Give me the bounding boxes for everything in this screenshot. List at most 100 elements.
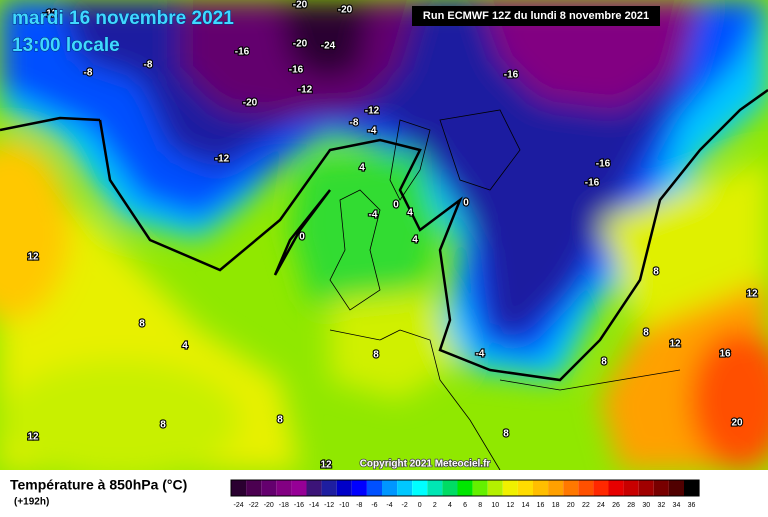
color-scale: -24 -22 -20 -18 -16 -14 -12 -10 -8 -6 -4 -2 0 2 4 6 8 10 1… bbox=[230, 479, 700, 509]
scale-swatch bbox=[442, 480, 458, 496]
contour-label: -20 bbox=[293, 39, 308, 50]
scale-swatch bbox=[351, 480, 367, 496]
contour-label: 8 bbox=[373, 350, 379, 361]
contour-label: -16 bbox=[235, 47, 250, 58]
scale-swatch bbox=[412, 480, 428, 496]
scale-swatch bbox=[548, 480, 564, 496]
scale-label: 8 bbox=[478, 502, 482, 509]
contour-labels: -20 -20 -16 -20 -24 -16 -12 -20 -12 -8 -8 -12 -8 -4 -1… bbox=[26, 0, 759, 472]
contour-label: 8 bbox=[160, 420, 166, 431]
scale-label: -24 bbox=[233, 502, 243, 509]
scale-label: -22 bbox=[249, 502, 259, 509]
scale-label: 4 bbox=[448, 502, 452, 509]
contour-label: 16 bbox=[719, 349, 731, 360]
scale-frame bbox=[230, 479, 700, 497]
contour-label: -4 bbox=[369, 210, 378, 221]
scale-swatch bbox=[397, 480, 413, 496]
scale-label: -14 bbox=[309, 502, 319, 509]
contour-label: 4 bbox=[182, 341, 188, 352]
contour-label: 0 bbox=[299, 232, 305, 243]
contour-label: -12 bbox=[365, 106, 380, 117]
contour-label: -16 bbox=[289, 65, 304, 76]
contour-label: -12 bbox=[215, 154, 230, 165]
scale-swatch bbox=[593, 480, 609, 496]
scale-label: 28 bbox=[627, 502, 635, 509]
scale-label: -6 bbox=[371, 502, 377, 509]
contour-label: -4 bbox=[476, 349, 485, 360]
scale-swatch bbox=[427, 480, 443, 496]
scale-swatch bbox=[276, 480, 292, 496]
contour-label: 8 bbox=[277, 415, 283, 426]
scale-label: 34 bbox=[673, 502, 681, 509]
scale-label: -2 bbox=[402, 502, 408, 509]
scale-swatch bbox=[246, 480, 262, 496]
scale-swatch bbox=[261, 480, 277, 496]
footer-title: Température à 850hPa (°C) bbox=[10, 477, 187, 493]
contour-label: 12 bbox=[669, 339, 681, 350]
scale-swatch bbox=[517, 480, 533, 496]
contour-label: 0 bbox=[393, 200, 399, 211]
scale-swatch bbox=[457, 480, 473, 496]
scale-swatch bbox=[638, 480, 654, 496]
contour-label: 8 bbox=[601, 357, 607, 368]
scale-swatch bbox=[306, 480, 322, 496]
date-title: mardi 16 novembre 2021 bbox=[12, 8, 234, 29]
contour-label: -16 bbox=[504, 70, 519, 81]
scale-label: -10 bbox=[339, 502, 349, 509]
scale-swatch bbox=[321, 480, 337, 496]
scale-label: 2 bbox=[433, 502, 437, 509]
contour-label: -8 bbox=[144, 60, 153, 71]
scale-swatch bbox=[684, 480, 700, 496]
zero-isotherm bbox=[0, 88, 768, 382]
scale-swatch bbox=[502, 480, 518, 496]
contour-label: 0 bbox=[463, 198, 469, 209]
contour-label: 20 bbox=[731, 418, 743, 429]
contour-label: -12 bbox=[298, 85, 313, 96]
scale-label: 0 bbox=[418, 502, 422, 509]
scale-label: 22 bbox=[582, 502, 590, 509]
coastlines bbox=[329, 109, 681, 471]
copyright: Copyright 2021 Meteociel.fr bbox=[360, 459, 491, 470]
scale-swatch bbox=[336, 480, 352, 496]
scale-label: 20 bbox=[567, 502, 575, 509]
scale-swatch bbox=[382, 480, 398, 496]
scale-swatch bbox=[608, 480, 624, 496]
contour-label: -4 bbox=[368, 126, 377, 137]
scale-swatch bbox=[533, 480, 549, 496]
scale-label: -8 bbox=[356, 502, 362, 509]
scale-label: -20 bbox=[264, 502, 274, 509]
contour-label: -16 bbox=[596, 159, 611, 170]
scale-label: -18 bbox=[279, 502, 289, 509]
contour-label: 12 bbox=[27, 252, 39, 263]
contour-label: 12 bbox=[320, 460, 332, 471]
scale-label: 36 bbox=[688, 502, 696, 509]
scale-swatch bbox=[487, 480, 503, 496]
scale-label: 14 bbox=[522, 502, 530, 509]
scale-label: -4 bbox=[386, 502, 392, 509]
scale-swatch bbox=[291, 480, 307, 496]
scale-swatch bbox=[668, 480, 684, 496]
scale-swatch bbox=[563, 480, 579, 496]
contour-label: 8 bbox=[653, 267, 659, 278]
scale-label: 12 bbox=[506, 502, 514, 509]
contour-label: 8 bbox=[139, 319, 145, 330]
scale-label: 26 bbox=[612, 502, 620, 509]
scale-swatch bbox=[472, 480, 488, 496]
scale-swatch bbox=[653, 480, 669, 496]
contour-label: 12 bbox=[746, 289, 758, 300]
contour-label: 4 bbox=[412, 235, 418, 246]
scale-label: 16 bbox=[537, 502, 545, 509]
contour-label: -20 bbox=[338, 5, 353, 16]
contour-label: -8 bbox=[350, 118, 359, 129]
contour-label: -8 bbox=[84, 68, 93, 79]
contour-label: 4 bbox=[407, 208, 413, 219]
scale-label: 10 bbox=[491, 502, 499, 509]
contour-label: 8 bbox=[503, 429, 509, 440]
scale-swatch bbox=[366, 480, 382, 496]
contour-label: -24 bbox=[321, 41, 336, 52]
run-label: Run ECMWF 12Z du lundi 8 novembre 2021 bbox=[423, 10, 649, 22]
scale-label: 24 bbox=[597, 502, 605, 509]
scale-label: 32 bbox=[657, 502, 665, 509]
